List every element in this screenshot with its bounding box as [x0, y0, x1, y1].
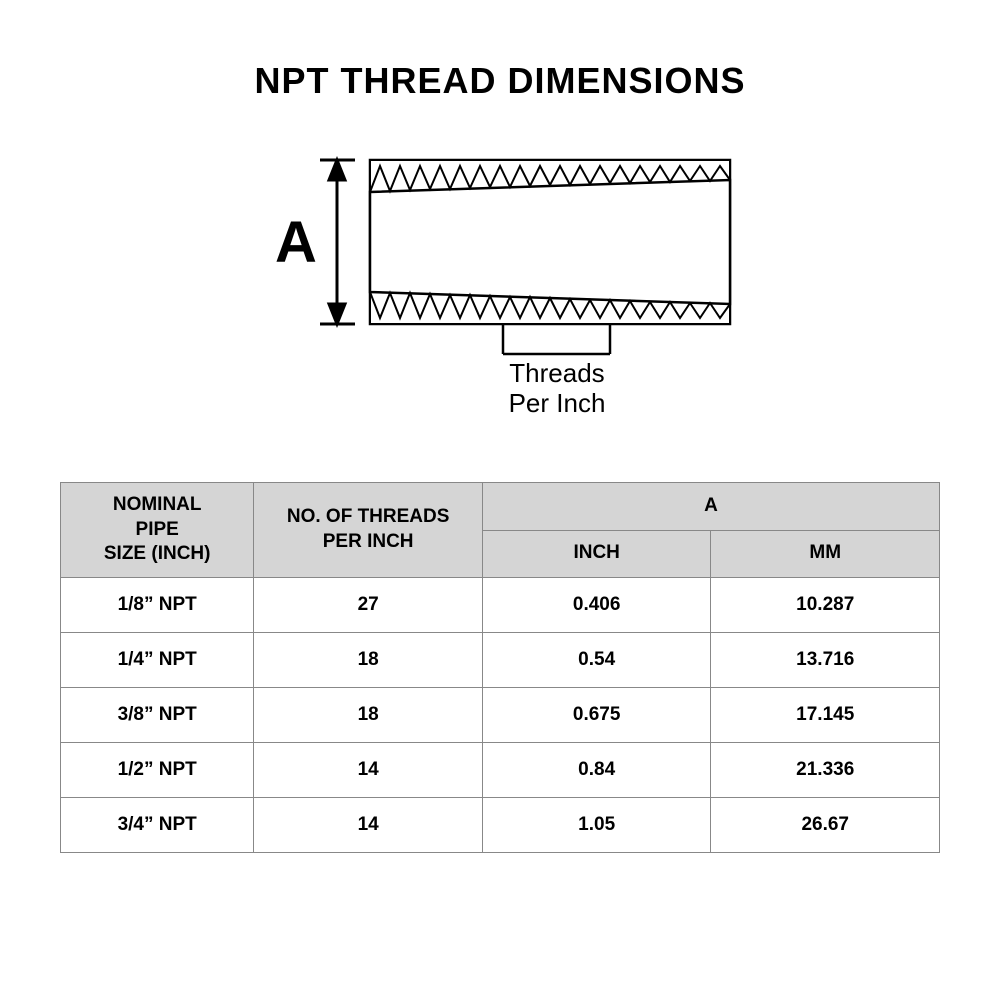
cell-inch: 0.84	[482, 743, 711, 798]
th-threads: NO. OF THREADS PER INCH	[254, 483, 483, 578]
th-nominal-l2: PIPE	[136, 519, 179, 540]
th-nominal-l3: SIZE (INCH)	[104, 543, 211, 564]
cell-tpi: 14	[254, 743, 483, 798]
cell-mm: 17.145	[711, 688, 940, 743]
th-a-group: A	[482, 483, 939, 531]
thread-diagram: A Threads Per Inch	[60, 132, 940, 432]
page-title: NPT THREAD DIMENSIONS	[60, 60, 940, 102]
cell-size: 3/4” NPT	[61, 798, 254, 853]
table-row: 3/8” NPT 18 0.675 17.145	[61, 688, 940, 743]
th-threads-l1: NO. OF THREADS	[287, 506, 450, 527]
table-row: 1/4” NPT 18 0.54 13.716	[61, 633, 940, 688]
table-row: 1/2” NPT 14 0.84 21.336	[61, 743, 940, 798]
cell-tpi: 18	[254, 688, 483, 743]
cell-mm: 13.716	[711, 633, 940, 688]
cell-tpi: 14	[254, 798, 483, 853]
th-threads-l2: PER INCH	[323, 531, 414, 552]
cell-inch: 0.675	[482, 688, 711, 743]
callout-line1: Threads	[509, 358, 604, 388]
page-container: NPT THREAD DIMENSIONS A	[0, 0, 1000, 853]
thread-svg: A Threads Per Inch	[220, 132, 780, 432]
cell-inch: 0.406	[482, 578, 711, 633]
table-row: 3/4” NPT 14 1.05 26.67	[61, 798, 940, 853]
cell-inch: 0.54	[482, 633, 711, 688]
dimensions-table: NOMINAL PIPE SIZE (INCH) NO. OF THREADS …	[60, 482, 940, 853]
cell-size: 1/2” NPT	[61, 743, 254, 798]
cell-size: 1/8” NPT	[61, 578, 254, 633]
callout-line2: Per Inch	[509, 388, 606, 418]
th-a-inch: INCH	[482, 530, 711, 578]
table-body: 1/8” NPT 27 0.406 10.287 1/4” NPT 18 0.5…	[61, 578, 940, 853]
table-row: 1/8” NPT 27 0.406 10.287	[61, 578, 940, 633]
cell-mm: 10.287	[711, 578, 940, 633]
cell-size: 3/8” NPT	[61, 688, 254, 743]
cell-mm: 21.336	[711, 743, 940, 798]
cell-size: 1/4” NPT	[61, 633, 254, 688]
cell-tpi: 27	[254, 578, 483, 633]
cell-tpi: 18	[254, 633, 483, 688]
cell-mm: 26.67	[711, 798, 940, 853]
cell-inch: 1.05	[482, 798, 711, 853]
th-nominal-l1: NOMINAL	[113, 494, 202, 515]
th-a-mm: MM	[711, 530, 940, 578]
th-nominal: NOMINAL PIPE SIZE (INCH)	[61, 483, 254, 578]
dimension-label: A	[275, 210, 317, 275]
